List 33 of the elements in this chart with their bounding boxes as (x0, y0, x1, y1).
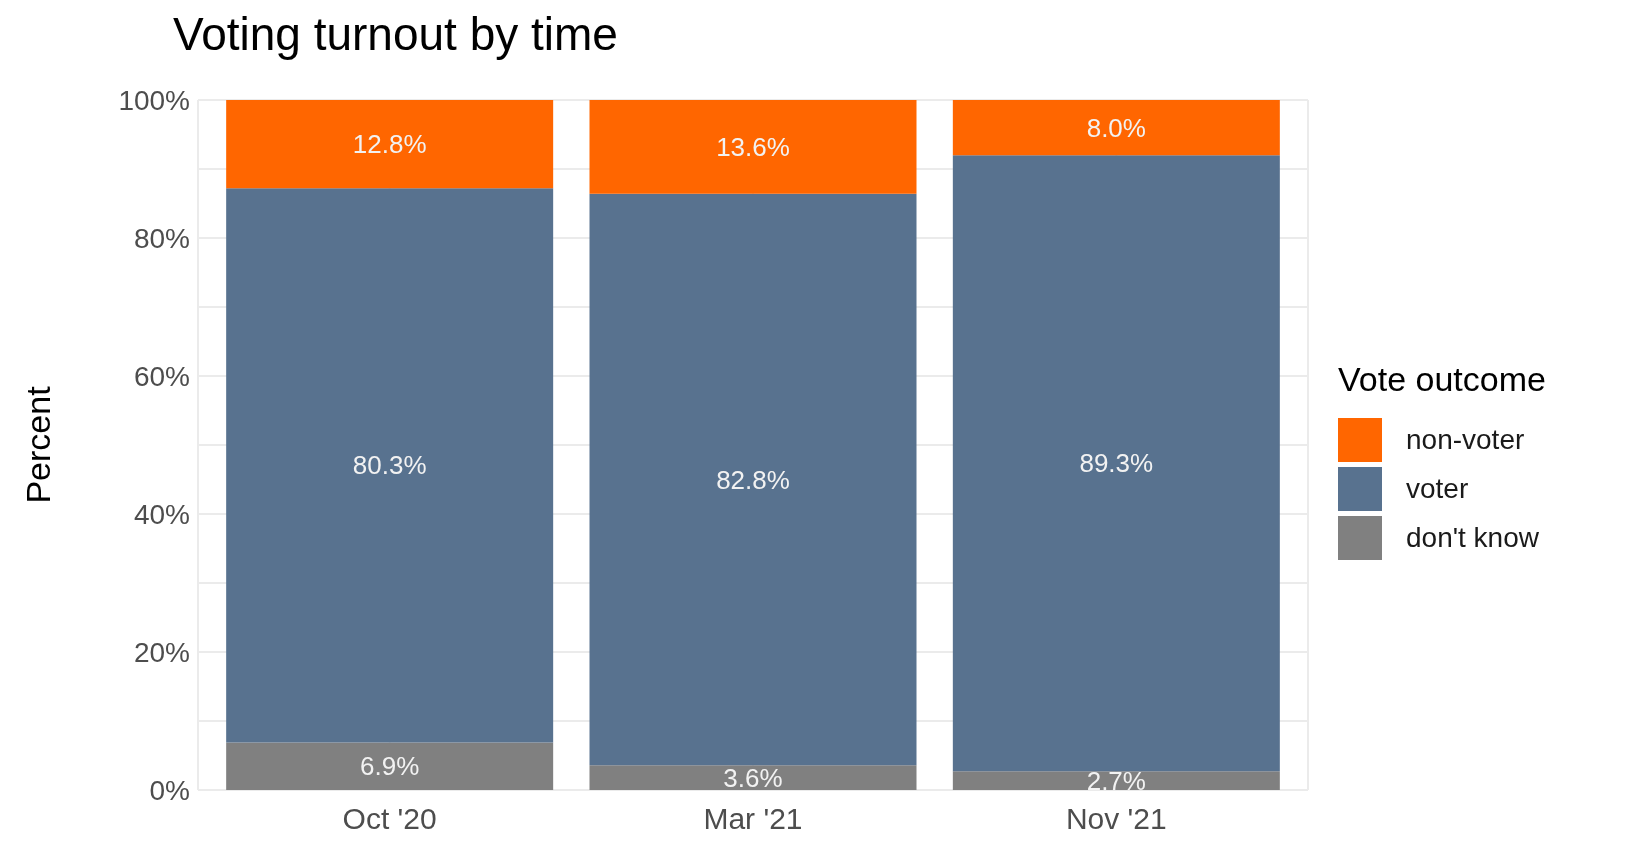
x-tick-label: Oct '20 (342, 802, 437, 836)
data-label: 12.8% (352, 129, 427, 160)
legend-title: Vote outcome (1338, 360, 1546, 399)
data-label: 8.0% (1086, 112, 1146, 143)
data-label: 82.8% (716, 464, 790, 495)
bar (226, 188, 554, 743)
bar (952, 771, 1280, 790)
y-tick-label: 20% (133, 636, 190, 668)
data-label: 80.3% (352, 450, 427, 481)
y-tick-label: 100% (118, 84, 190, 116)
chart-title: Voting turnout by time (173, 8, 619, 60)
bar (952, 100, 1280, 156)
data-label: 89.3% (1079, 448, 1154, 479)
bar (589, 765, 917, 790)
legend-label: non-voter (1406, 423, 1525, 456)
bar (952, 155, 1280, 772)
data-label: 2.7% (1086, 765, 1146, 796)
bar (226, 742, 554, 790)
x-tick-label: Mar '21 (703, 802, 803, 836)
y-axis-title: Percent (19, 385, 58, 504)
legend-label: voter (1406, 472, 1469, 505)
y-tick-label: 80% (133, 222, 190, 254)
y-tick-label: 0% (149, 774, 190, 806)
y-tick-label: 60% (133, 360, 190, 392)
y-tick-label: 40% (133, 498, 190, 530)
bar (589, 193, 917, 766)
x-tick-label: Nov '21 (1065, 802, 1167, 836)
bar (226, 100, 554, 189)
legend-label: don't know (1406, 521, 1539, 554)
data-label: 3.6% (723, 762, 783, 793)
data-label: 13.6% (716, 131, 790, 162)
bar (589, 100, 917, 194)
data-label: 6.9% (360, 751, 420, 782)
